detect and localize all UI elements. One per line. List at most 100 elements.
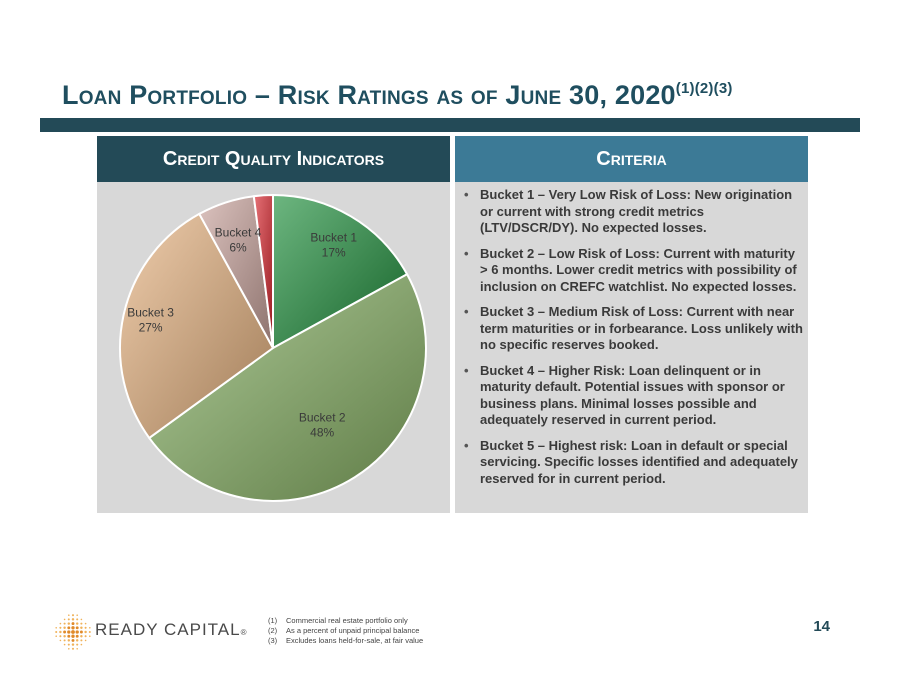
company-logo-text: READY CAPITAL®: [95, 620, 248, 640]
logo-dot: [67, 643, 70, 646]
logo-dot: [63, 626, 66, 630]
logo-dot: [71, 643, 75, 646]
logo-dot: [67, 630, 71, 634]
logo-dot: [71, 622, 75, 626]
logo-dot: [89, 635, 91, 637]
logo-dot: [80, 618, 83, 621]
criteria-item: Bucket 1 – Very Low Risk of Loss: New or…: [462, 187, 804, 237]
logo-dot: [80, 622, 83, 625]
logo-dot: [80, 639, 83, 642]
logo-dot: [75, 634, 79, 638]
logo-dot: [84, 639, 87, 642]
pie-category-label: Bucket 1: [310, 230, 357, 244]
logo-dot: [76, 648, 78, 650]
logo-dot: [63, 639, 66, 642]
logo-dot: [63, 622, 66, 625]
footnote-item: (2) As a percent of unpaid principal bala…: [268, 626, 423, 636]
logo-dot: [84, 626, 87, 629]
title-divider: [40, 118, 860, 132]
logo-dot: [59, 630, 62, 634]
footnotes: (1) Commercial real estate portfolio only…: [268, 616, 423, 646]
logo-dot: [76, 618, 79, 621]
footnote-number: (1): [268, 616, 278, 625]
pie-value-label: 17%: [322, 245, 346, 259]
logo-dot: [63, 634, 66, 638]
criteria-item: Bucket 5 – Highest risk: Loan in default…: [462, 438, 804, 488]
logo-dot: [71, 618, 75, 621]
criteria-item: Bucket 3 – Medium Risk of Loss: Current …: [462, 304, 804, 354]
logo-dot: [80, 634, 83, 638]
pie-slice: [147, 272, 427, 502]
logo-dot: [76, 614, 78, 616]
logo-dot: [67, 618, 70, 621]
logo-dot: [63, 630, 67, 634]
dot-grid-logo-icon: [55, 614, 91, 650]
logo-dot: [80, 643, 83, 646]
pie-label: Bucket 1 17%: [310, 230, 357, 259]
pie-label: Bucket 4 6%: [215, 225, 262, 254]
logo-dot: [71, 614, 75, 617]
pie-slice: [119, 212, 275, 440]
logo-dot: [84, 622, 87, 625]
logo-dot: [89, 627, 91, 629]
logo-dot: [67, 622, 71, 625]
criteria-header: Criteria: [455, 136, 808, 182]
logo-dot: [67, 626, 71, 630]
logo-dot: [63, 643, 66, 646]
logo-dot: [84, 635, 87, 638]
pie-category-label: Bucket 2: [299, 411, 346, 425]
footnote-text: Excludes loans held-for-sale, at fair va…: [286, 636, 424, 645]
credit-quality-header: Credit Quality Indicators: [97, 136, 450, 182]
pie-slice: [272, 193, 409, 350]
logo-dot: [68, 648, 70, 650]
criteria-item: Bucket 2 – Low Risk of Loss: Current wit…: [462, 246, 804, 296]
logo-dot: [55, 635, 57, 637]
logo-dot: [59, 635, 62, 638]
criteria-item: Bucket 4 – Higher Risk: Loan delinquent …: [462, 363, 804, 429]
criteria-list: Bucket 1 – Very Low Risk of Loss: New or…: [462, 187, 804, 496]
logo-dot: [71, 634, 75, 638]
footnote-text: As a percent of unpaid principal balance: [286, 626, 420, 635]
page-number: 14: [813, 618, 830, 635]
logo-dot: [71, 630, 75, 634]
company-name: READY CAPITAL: [95, 620, 241, 639]
pie-value-label: 48%: [310, 426, 334, 440]
risk-rating-pie-chart: Bucket 1 17% Bucket 2 48% Bucket 3 27% Bucket …: [119, 193, 427, 502]
page-title-text: Loan Portfolio – Risk Ratings as of June…: [62, 80, 676, 110]
footnote-number: (3): [268, 636, 278, 645]
logo-dot: [75, 639, 79, 642]
logo-dot: [75, 630, 79, 634]
page-title-footnote-refs: (1)(2)(3): [675, 80, 733, 97]
footnote-number: (2): [268, 626, 278, 635]
logo-dot: [67, 639, 71, 642]
footnote-text: Commercial real estate portfolio only: [286, 616, 408, 625]
logo-dot: [88, 630, 91, 634]
logo-dot: [71, 647, 75, 650]
logo-dot: [59, 626, 62, 629]
pie-category-label: Bucket 4: [215, 225, 262, 239]
page-title: Loan Portfolio – Risk Ratings as of June…: [62, 80, 733, 111]
logo-dot: [76, 643, 79, 646]
logo-dot: [59, 639, 62, 642]
registered-mark: ®: [240, 628, 248, 637]
logo-dot: [75, 622, 79, 625]
logo-dot: [84, 630, 87, 634]
logo-dot: [71, 626, 75, 630]
pie-slice: [252, 193, 274, 349]
logo-dot: [71, 638, 75, 642]
logo-dot: [75, 626, 79, 630]
logo-dot: [55, 627, 57, 629]
logo-dot: [59, 622, 62, 625]
logo-dot: [80, 626, 83, 630]
footnote-item: (3) Excludes loans held-for-sale, at fair…: [268, 636, 423, 646]
footnote-item: (1) Commercial real estate portfolio only: [268, 616, 423, 626]
pie-value-label: 6%: [229, 240, 247, 254]
logo-dot: [68, 614, 70, 616]
logo-dot: [79, 630, 83, 634]
pie-label: Bucket 3 27%: [127, 306, 174, 335]
pie-label: Bucket 2 48%: [299, 411, 346, 440]
logo-dot: [55, 630, 58, 634]
logo-dot: [67, 634, 71, 638]
pie-value-label: 27%: [139, 321, 163, 335]
logo-dot: [63, 618, 66, 621]
